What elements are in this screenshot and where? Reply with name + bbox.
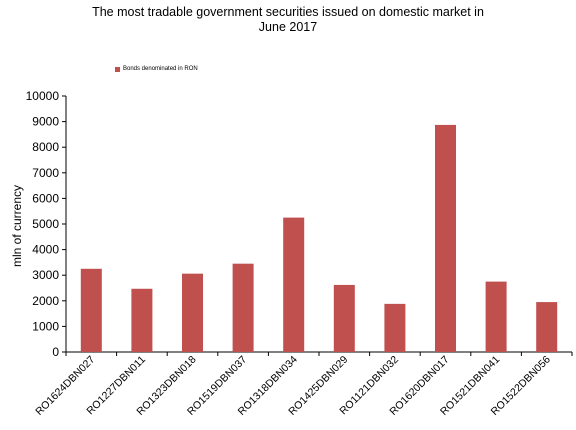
legend: Bonds denominated in RON [115,66,198,72]
bar [536,302,558,352]
bar [384,303,406,352]
legend-swatch [115,66,120,72]
y-tick-label: 8000 [32,140,59,154]
y-tick-label: 2000 [32,294,59,308]
y-tick-label: 3000 [32,268,59,282]
y-tick-label: 10000 [26,89,60,103]
bar [435,124,456,352]
bar [80,268,102,352]
y-tick-label: 1000 [32,319,59,333]
y-tick-label: 6000 [32,191,59,205]
y-tick-label: 0 [52,345,59,359]
bar [283,217,305,352]
y-tick-label: 5000 [32,217,59,231]
y-tick-label: 4000 [32,243,59,257]
bar [131,288,153,352]
chart-title-line-2: June 2017 [258,20,318,34]
bar [182,273,203,352]
y-tick-label: 7000 [32,166,59,180]
y-tick-label: 9000 [32,115,59,129]
bar [232,263,254,352]
bar [333,284,355,352]
chart-title-line-1: The most tradable government securities … [92,5,484,19]
y-axis-label: mln of currency [10,185,24,267]
chart-title: The most tradable government securities … [0,5,576,35]
legend-label: Bonds denominated in RON [123,66,198,72]
bar [485,281,507,352]
